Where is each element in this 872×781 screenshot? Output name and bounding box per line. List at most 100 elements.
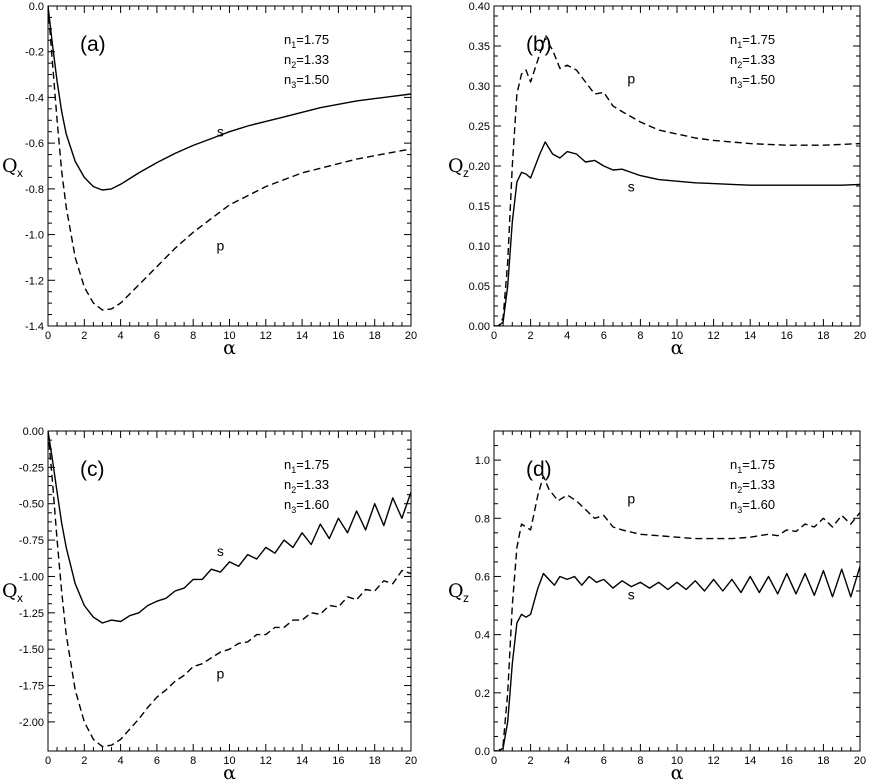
x-tick-label: 18 [817,755,829,767]
y-tick-label: 0.00 [469,321,490,333]
series-s-label: s [217,123,224,139]
y-tick-label: -0.4 [25,92,44,104]
y-tick-label: 0.0 [29,1,44,13]
x-tick-label: 16 [781,755,793,767]
refractive-index-3: n3=1.50 [284,72,329,90]
panel-label: (d) [526,458,552,481]
x-tick-label: 12 [260,330,272,342]
y-tick-label: -1.50 [19,644,44,656]
series-s-line [48,431,411,624]
y-axis-label: Q [2,580,18,602]
x-tick-label: 20 [405,330,417,342]
y-tick-label: -1.2 [25,275,44,287]
x-tick-label: 10 [223,330,235,342]
series-p-label: p [217,665,225,681]
series-p-label: p [627,71,635,87]
y-tick-label: 0.10 [469,241,490,253]
x-axis-label: α [223,762,236,781]
y-tick-label: 0.35 [469,41,490,53]
y-tick-label: -1.75 [19,681,44,693]
x-tick-label: 8 [190,330,196,342]
y-tick-label: -0.75 [19,535,44,547]
series-s-line [48,6,411,191]
series-p-line [494,37,860,326]
x-tick-label: 10 [671,755,683,767]
y-axis-label-subscript: x [17,166,23,180]
x-tick-label: 14 [296,330,308,342]
x-tick-label: 10 [223,755,235,767]
x-tick-label: 6 [601,330,607,342]
y-tick-label: -0.8 [25,184,44,196]
x-tick-label: 4 [118,755,124,767]
y-tick-label: -1.0 [25,230,44,242]
y-tick-label: 0.8 [475,513,490,525]
refractive-index-1: n1=1.75 [730,457,775,475]
x-tick-label: 16 [332,330,344,342]
y-tick-label: 0.30 [469,81,490,93]
panel-label: (c) [80,458,105,481]
x-tick-label: 0 [45,330,51,342]
x-tick-label: 4 [564,330,570,342]
y-axis-label-subscript: z [463,166,469,180]
refractive-index-3: n3=1.60 [284,497,329,515]
x-tick-label: 0 [491,755,497,767]
y-axis-label: Q [448,155,464,177]
y-tick-label: 0.00 [23,426,44,438]
panel-1: 0 2 4 6 8 10 12 14 16 18 20 -1.4 -1.2 -1.0 -0.8 -0.6 -0.… [2,1,417,359]
x-tick-label: 14 [296,755,308,767]
panel-2: 0 2 4 6 8 10 12 14 16 18 20 0.00 0.05 0.10 0.15 0.20 0.2… [448,1,866,359]
x-tick-label: 6 [154,330,160,342]
x-axis-label: α [671,762,684,781]
x-tick-label: 18 [817,330,829,342]
y-tick-label: 0.25 [469,121,490,133]
panel-label: (a) [80,33,106,56]
x-tick-label: 14 [744,330,756,342]
x-tick-label: 2 [528,330,534,342]
refractive-index-2: n2=1.33 [284,477,329,495]
x-tick-label: 20 [854,755,866,767]
x-tick-label: 8 [190,755,196,767]
x-tick-label: 8 [637,330,643,342]
panel-3: 0 2 4 6 8 10 12 14 16 18 20 -2.00 -1.75 -1.50 -1.25 -1.… [2,426,417,781]
refractive-index-1: n1=1.75 [730,32,775,50]
refractive-index-2: n2=1.33 [730,477,775,495]
panel-label: (b) [526,33,552,56]
y-tick-label: -1.00 [19,571,44,583]
series-p-label: p [217,238,225,254]
x-tick-label: 20 [854,330,866,342]
x-tick-label: 10 [671,330,683,342]
y-tick-label: 0.6 [475,571,490,583]
series-s-line [494,566,860,751]
y-tick-label: 0.15 [469,201,490,213]
y-axis-label: Q [448,580,464,602]
x-axis-label: α [671,337,684,359]
refractive-index-3: n3=1.60 [730,497,775,515]
y-tick-label: -1.25 [19,608,44,620]
x-tick-label: 2 [81,755,87,767]
x-tick-label: 8 [637,755,643,767]
y-tick-label: 0.40 [469,1,490,13]
x-tick-label: 6 [601,755,607,767]
y-tick-label: -0.2 [25,47,44,59]
y-tick-label: 1.0 [475,455,490,467]
x-tick-label: 0 [45,755,51,767]
x-axis-label: α [223,337,236,359]
x-tick-label: 12 [707,755,719,767]
x-tick-label: 12 [707,330,719,342]
y-axis-label-subscript: z [463,591,469,605]
y-tick-label: 0.2 [475,688,490,700]
series-p-label: p [627,491,635,507]
y-tick-label: -2.00 [19,717,44,729]
x-tick-label: 4 [118,330,124,342]
x-tick-label: 2 [528,755,534,767]
y-axis-label-subscript: x [17,591,23,605]
series-s-label: s [217,543,224,559]
series-p-line [494,475,860,751]
y-tick-label: -0.6 [25,138,44,150]
x-tick-label: 2 [81,330,87,342]
series-s-label: s [628,587,635,603]
y-tick-label: 0.0 [475,746,490,758]
x-tick-label: 14 [744,755,756,767]
refractive-index-2: n2=1.33 [730,52,775,70]
